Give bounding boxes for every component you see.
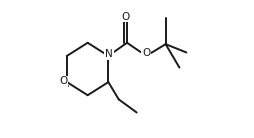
Text: O: O [59, 76, 67, 86]
Text: O: O [121, 12, 130, 22]
Text: O: O [142, 48, 150, 58]
Text: N: N [105, 49, 113, 59]
